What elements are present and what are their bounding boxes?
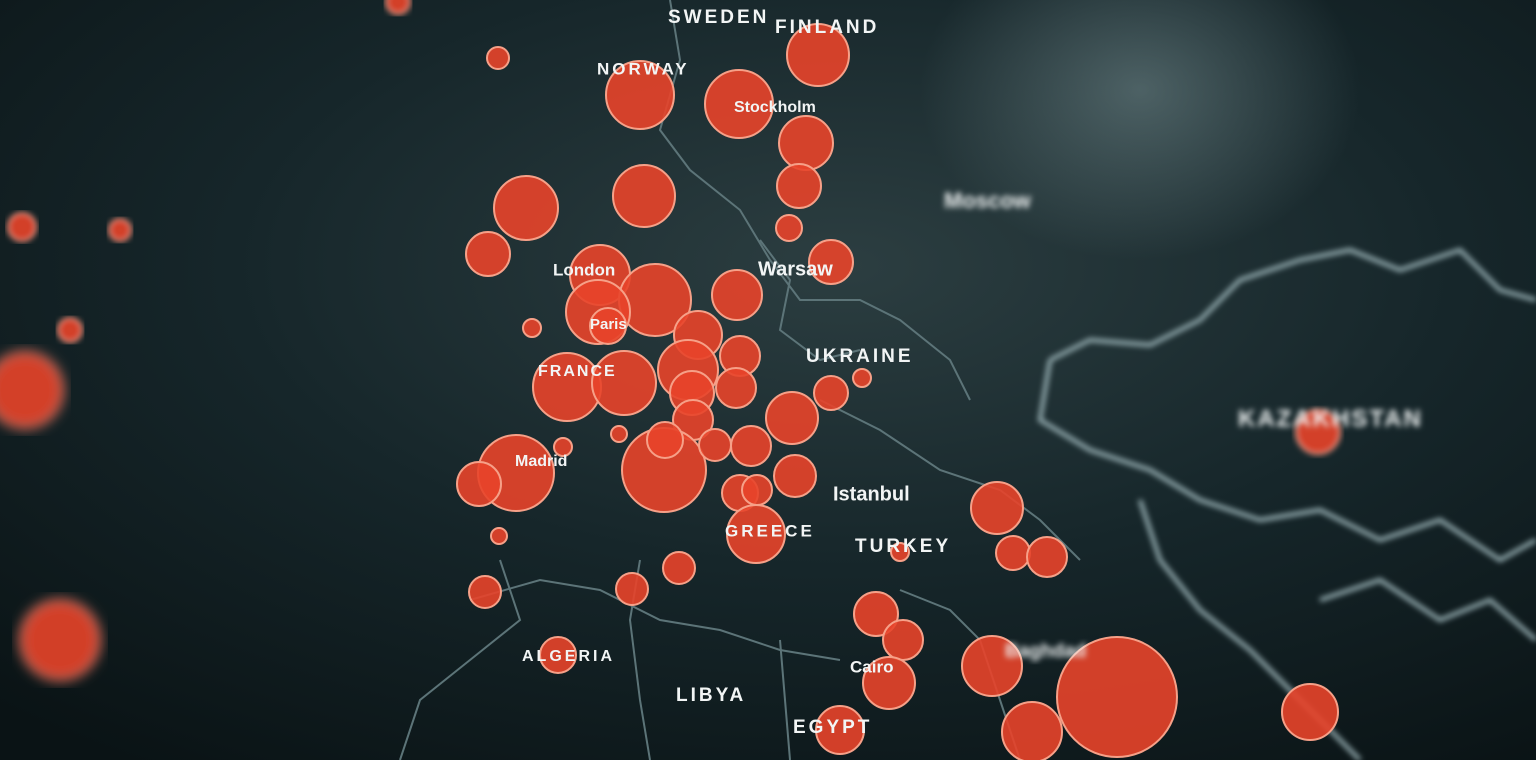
bubble xyxy=(589,307,627,345)
bubble xyxy=(0,351,64,429)
bubble xyxy=(385,0,411,15)
bubble xyxy=(493,175,559,241)
place-label: London xyxy=(553,260,615,279)
bubble xyxy=(7,212,37,242)
bubble xyxy=(711,269,763,321)
bubble xyxy=(539,636,577,674)
bubble xyxy=(615,572,649,606)
place-label: TURKEY xyxy=(855,536,951,557)
bubble xyxy=(456,461,502,507)
bubble xyxy=(646,421,684,459)
bubble xyxy=(605,60,675,130)
bubble xyxy=(765,391,819,445)
bubble xyxy=(786,23,850,87)
place-label: Stockholm xyxy=(734,99,816,116)
bubble xyxy=(662,551,696,585)
bubble xyxy=(490,527,508,545)
bubble xyxy=(553,437,573,457)
place-label: LIBYA xyxy=(676,685,746,706)
bubble xyxy=(486,46,510,70)
place-label: Paris xyxy=(590,316,627,333)
place-label: NORWAY xyxy=(597,59,690,78)
screen-glare xyxy=(920,0,1360,260)
bubble xyxy=(1001,701,1063,760)
bubble xyxy=(862,656,916,710)
bubble xyxy=(741,474,773,506)
place-label: Warsaw xyxy=(758,258,833,280)
bubble xyxy=(961,635,1023,697)
place-label: GREECE xyxy=(725,521,815,540)
bubble xyxy=(698,428,732,462)
bubble xyxy=(715,367,757,409)
bubble xyxy=(995,535,1031,571)
place-label: Cairo xyxy=(850,657,893,676)
bubble xyxy=(612,164,676,228)
place-label: FINLAND xyxy=(775,17,879,38)
bubble xyxy=(815,705,865,755)
bubble xyxy=(1056,636,1178,758)
bubble xyxy=(775,214,803,242)
bubble xyxy=(730,425,772,467)
place-label: UKRAINE xyxy=(806,346,914,367)
place-label: Madrid xyxy=(515,453,567,470)
bubble xyxy=(882,619,924,661)
bubble xyxy=(726,504,786,564)
labels: SWEDEN FINLAND NORWAY Stockholm Moscow Warsaw… xyxy=(515,7,1423,738)
bubble xyxy=(813,375,849,411)
bubble xyxy=(610,425,628,443)
bubble xyxy=(808,239,854,285)
bubble xyxy=(776,163,822,209)
bubble xyxy=(468,575,502,609)
place-label: Istanbul xyxy=(833,483,910,505)
bubble xyxy=(1295,409,1341,455)
bubble xyxy=(970,481,1024,535)
bubble xyxy=(704,69,774,139)
bubble xyxy=(57,317,83,343)
bubble xyxy=(773,454,817,498)
place-label: EGYPT xyxy=(793,717,872,738)
bubbles xyxy=(0,0,1341,760)
place-label: ALGERIA xyxy=(522,648,615,665)
bubble xyxy=(852,368,872,388)
bubble xyxy=(890,542,910,562)
bubble xyxy=(853,591,899,637)
bubble xyxy=(591,350,657,416)
bubble xyxy=(1281,683,1339,741)
place-label: KAZAKHSTAN xyxy=(1238,405,1423,432)
bubble xyxy=(778,115,834,171)
place-label: Baghdad xyxy=(1005,641,1086,662)
bubble xyxy=(465,231,511,277)
bubble xyxy=(1026,536,1068,578)
bubble xyxy=(108,218,132,242)
place-label: Moscow xyxy=(944,188,1032,213)
bubble xyxy=(522,318,542,338)
place-label: SWEDEN xyxy=(668,7,769,28)
bubble xyxy=(19,599,101,681)
place-label: FRANCE xyxy=(538,363,617,380)
